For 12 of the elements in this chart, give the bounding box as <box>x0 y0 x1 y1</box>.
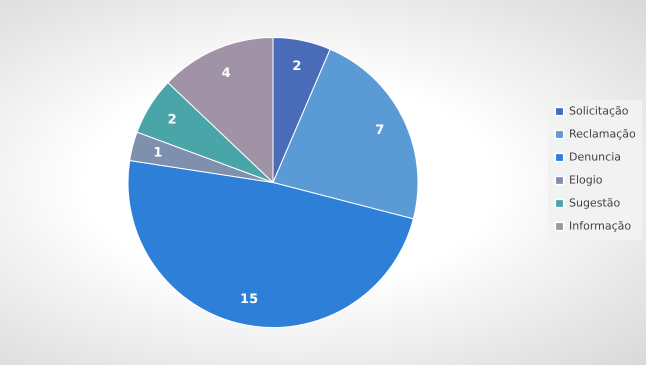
legend-label: Solicitação <box>569 104 629 118</box>
data-label: 7 <box>375 123 384 138</box>
data-label: 4 <box>222 66 231 82</box>
data-label: 2 <box>292 59 302 74</box>
legend-label: Sugestão <box>569 196 620 210</box>
data-label: 15 <box>240 292 258 307</box>
data-label: 1 <box>153 146 162 161</box>
data-label: 2 <box>168 112 177 128</box>
legend-label: Denuncia <box>569 150 621 164</box>
legend-label: Elogio <box>569 174 603 186</box>
legend-label: Reclamação <box>569 128 636 140</box>
legend-label: Informação <box>569 220 632 232</box>
